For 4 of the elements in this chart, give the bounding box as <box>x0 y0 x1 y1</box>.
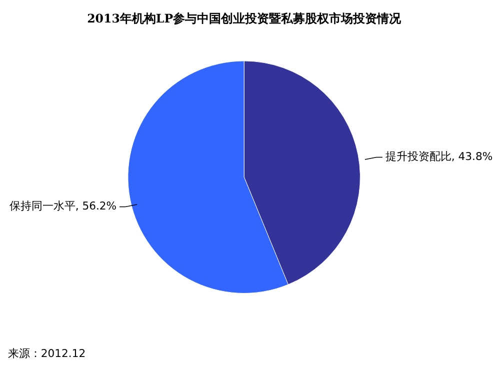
source-note: 来源：2012.12 <box>8 347 86 360</box>
chart-title: 2013年机构LP参与中国创业投资暨私募股权市场投资情况 <box>87 12 402 26</box>
slice-label: 提升投资配比, 43.8% <box>385 150 493 164</box>
slice-label: 保持同一水平, 56.2% <box>9 200 117 213</box>
